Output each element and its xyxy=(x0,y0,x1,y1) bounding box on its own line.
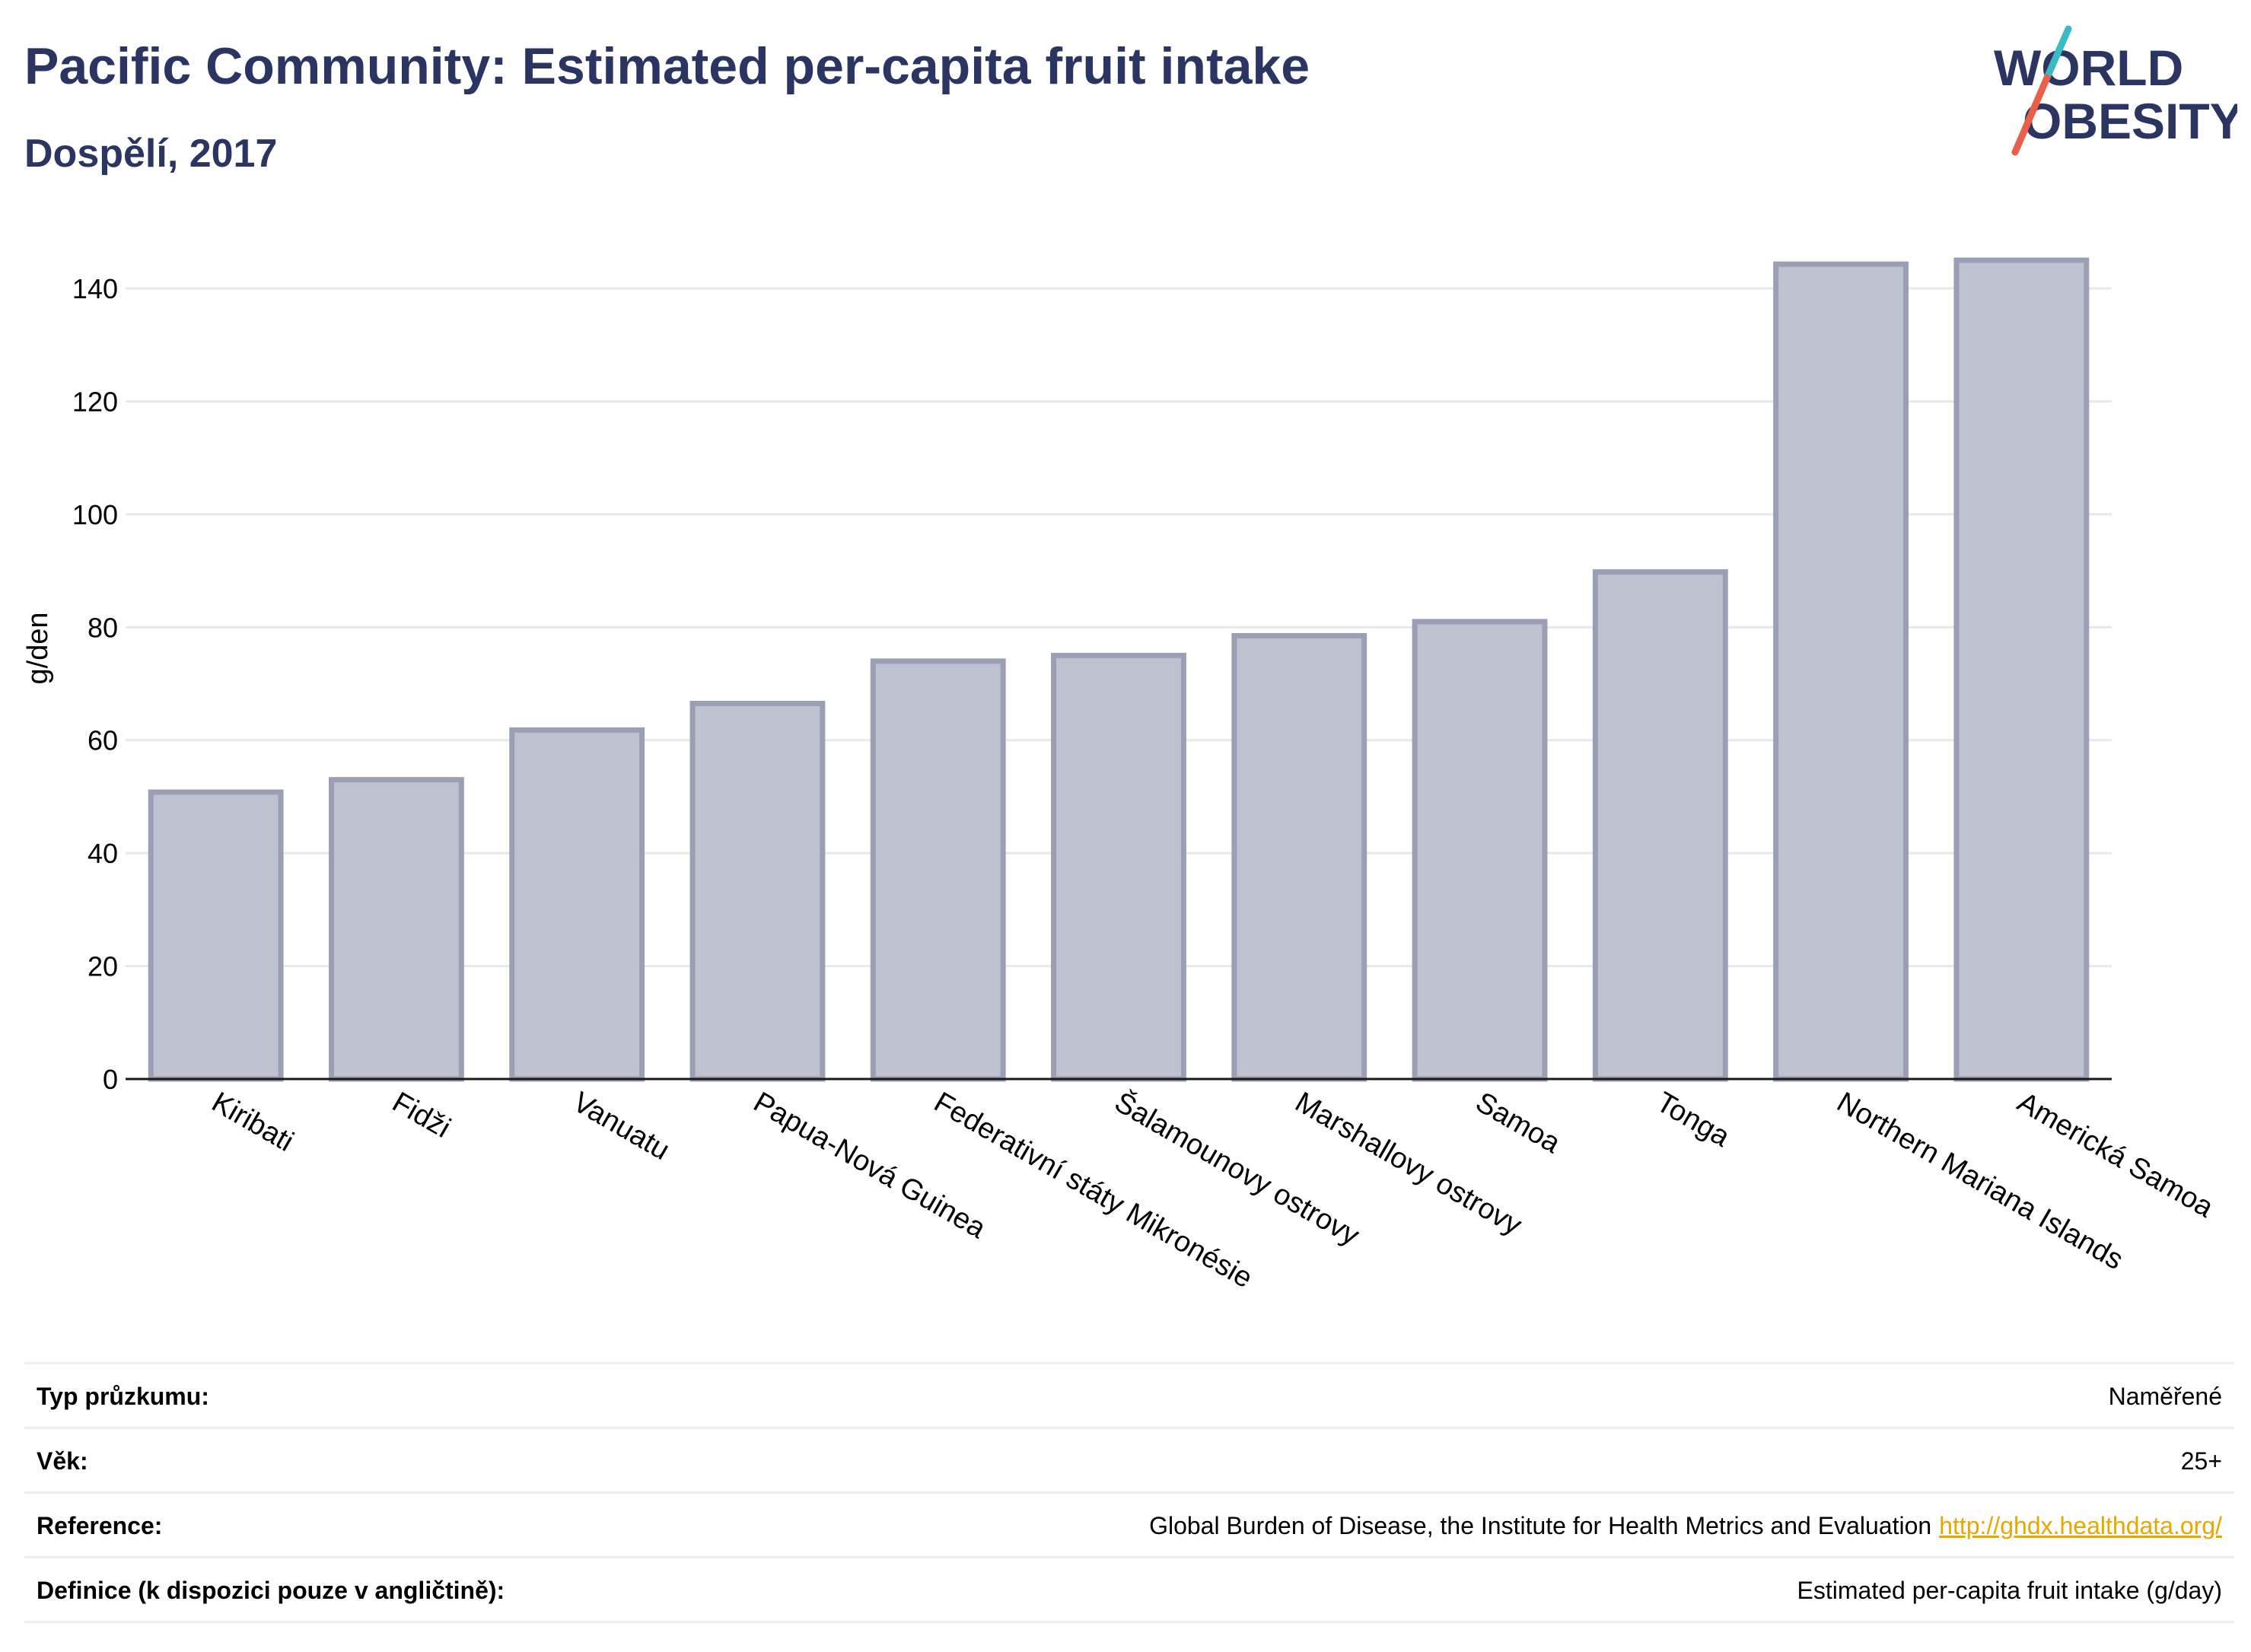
x-tick-label: Tonga xyxy=(1651,1086,1735,1154)
meta-row-reference: Reference: Global Burden of Disease, the… xyxy=(24,1491,2234,1556)
meta-row-age: Věk: 25+ xyxy=(24,1427,2234,1491)
page-title: Pacific Community: Estimated per-capita … xyxy=(24,37,1310,95)
y-axis-label: g/den xyxy=(22,612,54,684)
logo-text-world: WORLD xyxy=(1994,40,2183,96)
metadata-table: Typ průzkumu: Naměřené Věk: 25+ Referenc… xyxy=(24,1362,2234,1623)
y-tick-label: 20 xyxy=(88,951,118,982)
bar[interactable] xyxy=(870,658,1006,1082)
bar[interactable] xyxy=(1412,619,1548,1082)
x-tick-layer: Kiribati Fidži Vanuatu Papua-Nová GuineaFed… xyxy=(206,1085,2219,1295)
logo-slash-red-icon xyxy=(2011,74,2051,156)
x-tick-label: Federativní státy Mikronésie xyxy=(928,1086,1258,1294)
meta-value-reference: Global Burden of Disease, the Institute … xyxy=(1149,1512,2222,1540)
bar[interactable] xyxy=(509,727,645,1082)
bar[interactable] xyxy=(1773,261,1909,1082)
x-tick-label: Northern Mariana Islands xyxy=(1832,1086,2128,1276)
page-subtitle: Dospělí, 2017 xyxy=(24,132,278,176)
y-tick-label: 60 xyxy=(88,725,118,756)
y-tick-label: 120 xyxy=(72,386,118,417)
y-tick-layer: 0 20 40 60 80 100 120 140 xyxy=(72,273,118,1095)
y-tick-label: 100 xyxy=(72,499,118,530)
y-tick-label: 40 xyxy=(88,838,118,869)
y-tick-label: 80 xyxy=(88,612,118,643)
bar[interactable] xyxy=(328,777,464,1082)
meta-label: Věk: xyxy=(37,1447,88,1475)
logo-slash-teal-icon xyxy=(2043,25,2072,81)
reference-text: Global Burden of Disease, the Institute … xyxy=(1149,1512,1932,1539)
meta-label: Typ průzkumu: xyxy=(37,1383,209,1410)
y-tick-label: 0 xyxy=(103,1064,118,1095)
meta-row-definition: Definice (k dispozici pouze v angličtině… xyxy=(24,1556,2234,1623)
meta-row-survey-type: Typ průzkumu: Naměřené xyxy=(24,1362,2234,1427)
meta-value: Estimated per-capita fruit intake (g/day… xyxy=(1797,1577,2222,1604)
bar[interactable] xyxy=(1953,257,2090,1082)
bar[interactable] xyxy=(689,701,826,1082)
x-tick-label: Kiribati xyxy=(206,1086,299,1157)
meta-label: Definice (k dispozici pouze v angličtině… xyxy=(37,1577,505,1604)
logo-text-obesity: OBESITY xyxy=(2023,93,2237,149)
y-tick-label: 140 xyxy=(72,273,118,304)
bar[interactable] xyxy=(1592,569,1728,1082)
bar-layer xyxy=(148,257,2090,1082)
meta-value: Naměřené xyxy=(2108,1383,2222,1410)
meta-label: Reference: xyxy=(37,1512,163,1539)
x-tick-label: Samoa xyxy=(1470,1086,1566,1160)
x-tick-label: Vanuatu xyxy=(568,1086,675,1167)
world-obesity-logo: WORLD OBESITY xyxy=(1994,25,2237,156)
bar[interactable] xyxy=(1231,632,1367,1082)
x-tick-label: Fidži xyxy=(387,1086,455,1144)
reference-link[interactable]: http://ghdx.healthdata.org/ xyxy=(1939,1512,2222,1539)
meta-value: 25+ xyxy=(2180,1447,2222,1475)
bar[interactable] xyxy=(1051,652,1186,1082)
bar[interactable] xyxy=(148,789,284,1082)
